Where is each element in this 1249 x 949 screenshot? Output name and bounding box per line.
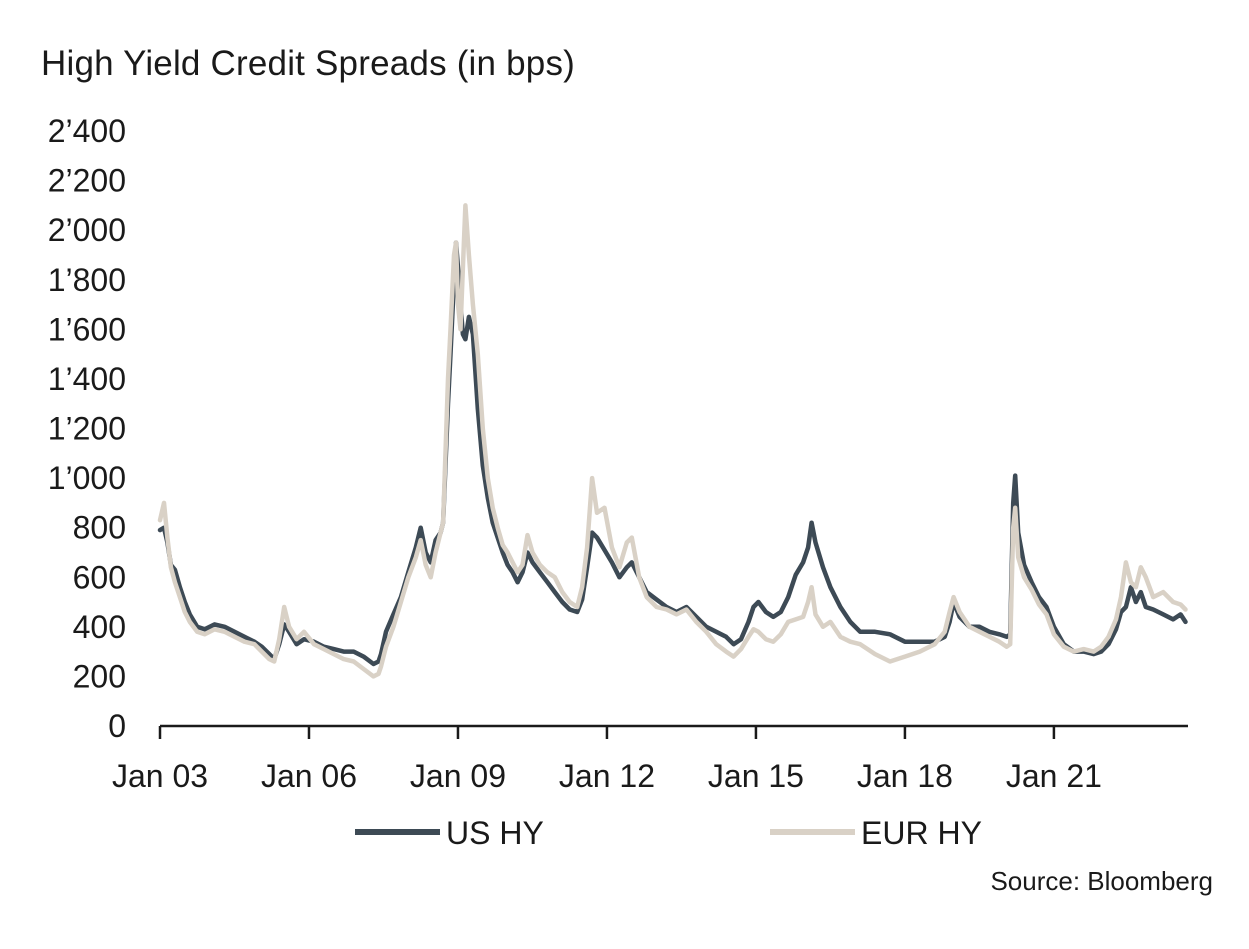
legend-label-us-hy: US HY [446, 815, 544, 851]
y-tick-label-1400: 1’400 [48, 361, 126, 397]
y-tick-label-2000: 2’000 [48, 212, 126, 248]
series-line-us-hy [157, 240, 1188, 667]
x-tick-label-2012: Jan 12 [559, 758, 655, 794]
y-tick-label-1200: 1’200 [48, 411, 126, 447]
x-tick-label-2003: Jan 03 [112, 758, 208, 794]
chart-title: High Yield Credit Spreads (in bps) [41, 44, 576, 83]
x-tick-label-2018: Jan 18 [857, 758, 953, 794]
source-note: Source: Bloomberg [990, 866, 1213, 896]
y-tick-label-2200: 2’200 [48, 163, 126, 199]
y-tick-label-200: 200 [73, 658, 126, 694]
plot-series [157, 203, 1188, 679]
y-tick-label-600: 600 [73, 559, 126, 595]
legend: US HY EUR HY [355, 815, 982, 851]
legend-label-eur-hy: EUR HY [861, 815, 982, 851]
y-tick-label-1600: 1’600 [48, 311, 126, 347]
series-line-eur-hy [157, 203, 1188, 679]
y-tick-label-400: 400 [73, 609, 126, 645]
y-tick-label-0: 0 [108, 708, 126, 744]
y-tick-label-2400: 2’400 [48, 113, 126, 149]
y-axis-ticks: 0 200 400 600 800 1’000 1’200 1’400 1’600 1’800 2’… [48, 113, 126, 744]
y-tick-label-800: 800 [73, 510, 126, 546]
x-tick-label-2015: Jan 15 [708, 758, 804, 794]
y-tick-label-1800: 1’800 [48, 262, 126, 298]
x-tick-label-2021: Jan 21 [1006, 758, 1102, 794]
x-axis-ticks: Jan 03 Jan 06 Jan 09 Jan 12 Jan 15 Jan 18 Jan … [112, 726, 1102, 794]
x-tick-label-2009: Jan 09 [410, 758, 506, 794]
x-tick-label-2006: Jan 06 [261, 758, 357, 794]
y-tick-label-1000: 1’000 [48, 460, 126, 496]
